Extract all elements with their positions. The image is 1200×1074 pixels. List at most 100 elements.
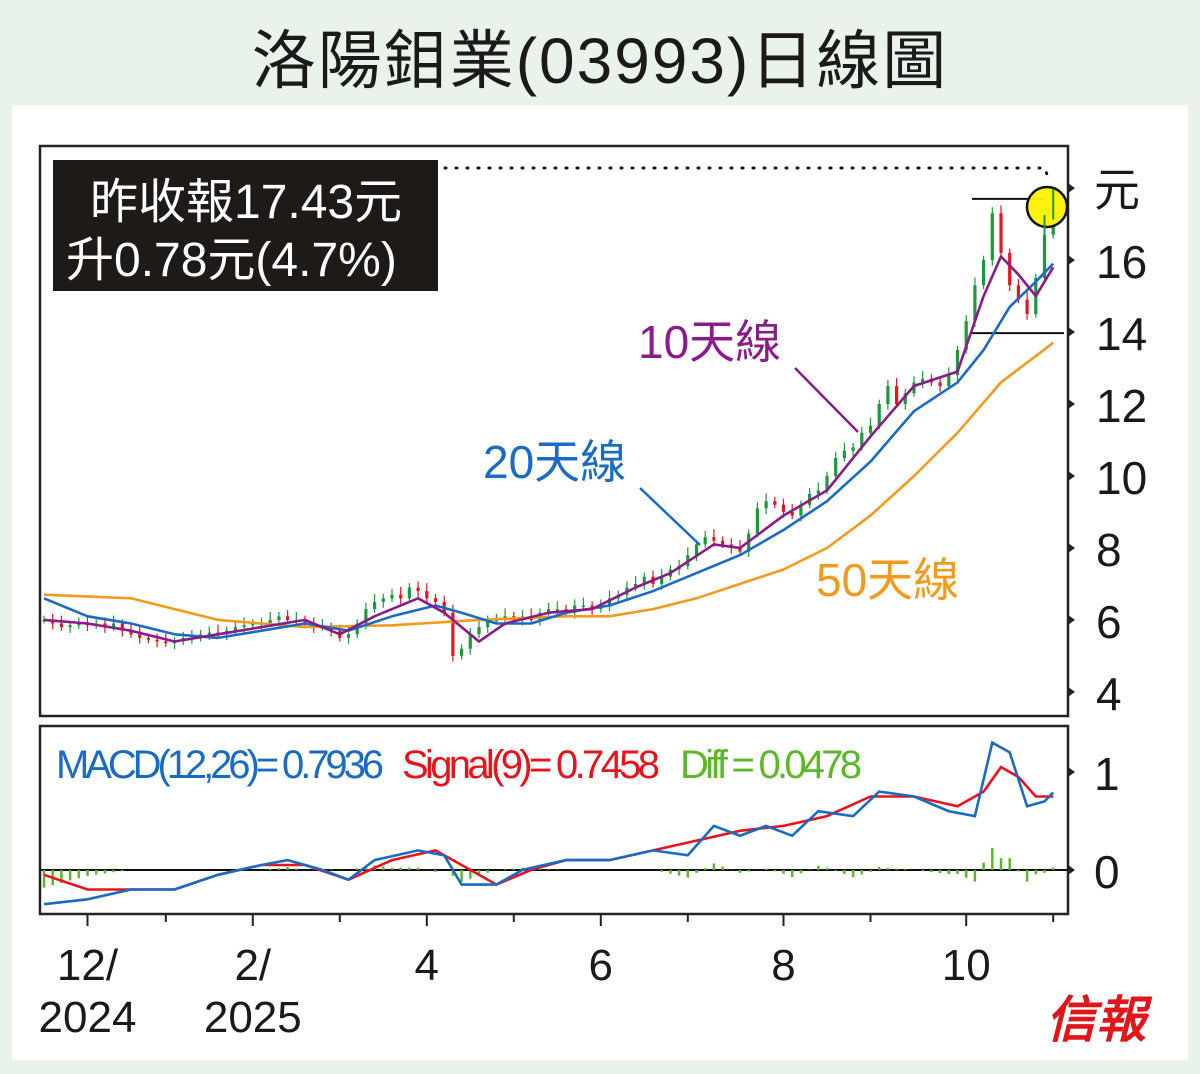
candle-body: [120, 623, 124, 631]
price-y-tick: [1068, 686, 1075, 697]
candle-body: [982, 260, 986, 286]
candle-body: [903, 393, 907, 405]
macd-legend: MACD(12,26)= 0.7936: [56, 743, 384, 787]
candle-body: [547, 609, 551, 613]
candle-body: [860, 432, 864, 448]
price-y-tick-label: 10: [1096, 452, 1147, 504]
candle-body: [1025, 299, 1029, 315]
candle-body: [364, 609, 368, 624]
candle-body: [555, 609, 559, 611]
macd-y-tick: [1068, 864, 1075, 875]
close-price-text: 昨收報17.43元: [90, 176, 402, 229]
x-tick-label-month: 10: [942, 941, 991, 990]
candle-body: [59, 623, 63, 628]
candle-body: [816, 490, 820, 494]
candle-body: [877, 404, 881, 426]
x-tick-label-month: 12/: [57, 941, 119, 990]
candle-body: [607, 598, 612, 606]
candle-body: [825, 475, 829, 491]
x-tick-label-year: 2024: [39, 993, 137, 1042]
price-y-tick-label: 4: [1096, 668, 1122, 720]
candle-body: [164, 641, 168, 644]
ma10-pointer: [794, 367, 859, 433]
candle-body: [138, 634, 142, 638]
candle-body: [955, 350, 960, 376]
price-y-tick-label: 12: [1096, 380, 1147, 432]
candle-body: [886, 386, 890, 405]
candle-body: [581, 605, 585, 608]
candle-body: [773, 501, 777, 505]
diff-legend: Diff = 0.0478: [680, 743, 862, 787]
candle-body: [399, 594, 403, 599]
candle-body: [634, 583, 638, 588]
candle-body: [146, 637, 150, 640]
price-y-tick-label: 8: [1096, 524, 1122, 576]
price-y-tick: [1068, 183, 1075, 194]
candle-body: [68, 625, 72, 628]
x-tick-label-month: 8: [771, 941, 795, 990]
candle-body: [373, 601, 377, 610]
candle-body: [973, 285, 977, 322]
candle-body: [286, 616, 290, 620]
candle-body: [712, 537, 716, 541]
candle-body: [755, 508, 759, 534]
hkej-logo: 信報: [1046, 990, 1146, 1049]
candle-body: [1016, 285, 1020, 300]
candle-body: [477, 627, 481, 635]
candle-body: [451, 612, 455, 656]
candle-body: [407, 587, 411, 599]
ma10-label: 10天線: [638, 316, 781, 368]
info-box: [53, 160, 438, 291]
candle-body: [416, 587, 420, 592]
candle-body: [390, 594, 394, 599]
x-tick-label-month: 6: [589, 941, 613, 990]
candle-body: [642, 576, 646, 584]
candle-body: [381, 598, 385, 602]
candle-body: [842, 450, 846, 458]
candle-body: [851, 447, 855, 451]
candle-body: [703, 537, 707, 545]
candle-body: [233, 627, 237, 631]
price-y-tick-label: 6: [1096, 596, 1122, 648]
candle-body: [964, 321, 968, 351]
candle-body: [573, 605, 577, 613]
candle-body: [129, 630, 133, 635]
price-plot-frame: [38, 144, 1070, 718]
candle-body: [425, 591, 429, 599]
candle-body: [721, 540, 725, 545]
candle-body: [303, 619, 307, 624]
candle-body: [938, 382, 942, 387]
candle-body: [251, 623, 255, 626]
x-tick-label-year: 2025: [204, 993, 302, 1042]
candle-body: [799, 504, 803, 516]
moving-average-line-ma20: [43, 262, 1055, 640]
ma20-label: 20天線: [483, 436, 626, 488]
candle-body: [346, 634, 351, 638]
macd-y-tick: [1068, 767, 1075, 778]
candle-body: [781, 504, 786, 512]
candle-body: [268, 619, 272, 624]
candle-body: [790, 511, 794, 516]
price-unit-label: 元: [1094, 163, 1140, 217]
candle-body: [834, 457, 838, 476]
candle-body: [433, 598, 438, 602]
candle-body: [460, 648, 464, 656]
price-y-tick: [1068, 470, 1075, 481]
candle-body: [468, 634, 472, 649]
candle-body: [694, 544, 699, 556]
candle-body: [990, 213, 994, 261]
candle-body: [155, 639, 159, 642]
macd-line: [43, 740, 1055, 906]
candle-body: [868, 425, 873, 433]
macd-plot-frame: [38, 724, 1070, 916]
price-y-tick-label: 14: [1096, 308, 1147, 360]
candle-body: [921, 378, 925, 383]
candle-body: [895, 386, 899, 405]
candle-body: [486, 619, 490, 628]
candle-body: [242, 625, 246, 628]
price-y-tick: [1068, 542, 1075, 553]
ma20-pointer: [639, 487, 701, 546]
x-tick-label-month: 2/: [234, 941, 271, 990]
price-y-tick: [1068, 327, 1075, 338]
